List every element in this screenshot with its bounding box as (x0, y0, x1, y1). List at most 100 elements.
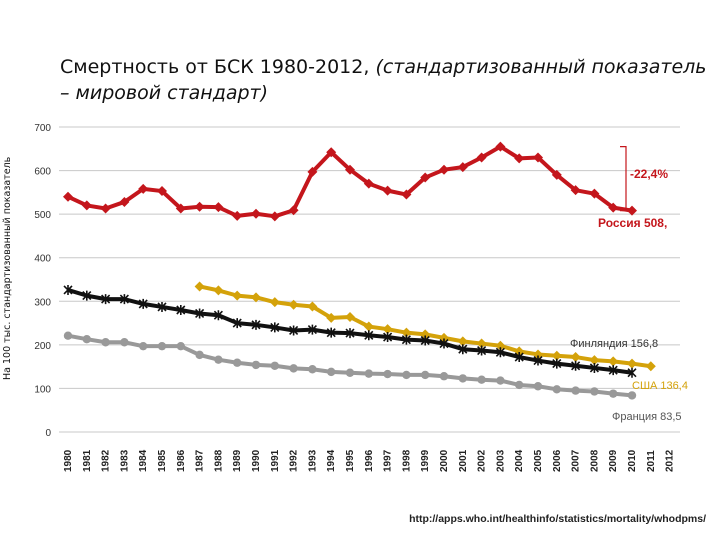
x-tick-label: 1981 (82, 449, 93, 472)
data-point (81, 200, 92, 211)
data-point (383, 369, 392, 379)
data-point (402, 370, 411, 380)
y-tick-label: 700 (34, 123, 51, 134)
data-point (269, 211, 280, 222)
data-point (119, 294, 129, 305)
x-tick-label: 1980 (63, 449, 74, 472)
data-point (213, 202, 224, 213)
x-tick-label: 2001 (458, 449, 469, 472)
x-tick-label: 2002 (477, 449, 488, 472)
data-point (420, 335, 430, 346)
data-point (326, 312, 337, 323)
series-line (67, 144, 633, 219)
data-point (157, 301, 167, 312)
data-point (515, 380, 524, 390)
series-1 (63, 141, 637, 222)
data-point (363, 321, 374, 332)
x-tick-label: 1994 (326, 449, 337, 472)
data-point (514, 352, 524, 363)
data-point (157, 186, 167, 197)
data-point (213, 310, 223, 321)
data-point (101, 338, 110, 347)
data-point (590, 387, 599, 396)
data-point (307, 166, 318, 177)
data-point (495, 347, 505, 358)
data-point (382, 185, 393, 196)
data-point (401, 334, 411, 345)
data-point (421, 370, 430, 380)
data-point (63, 331, 73, 340)
x-tick-label: 1988 (213, 449, 224, 472)
x-tick-label: 2008 (589, 449, 600, 472)
data-point (589, 188, 600, 199)
y-tick-label: 200 (34, 341, 51, 352)
x-tick-label: 1999 (420, 449, 431, 472)
data-point (439, 164, 449, 175)
data-point (233, 358, 242, 367)
x-tick-label: 1995 (345, 449, 356, 472)
x-tick-label: 2009 (608, 449, 619, 472)
data-point (589, 362, 599, 373)
x-tick-label: 1993 (307, 449, 318, 472)
data-point (551, 169, 562, 180)
data-point (495, 340, 506, 351)
data-point (251, 360, 261, 370)
data-point (213, 285, 224, 296)
y-tick-label: 500 (34, 210, 51, 221)
data-point (176, 341, 185, 351)
x-tick-label: 1991 (270, 449, 281, 472)
data-point (627, 367, 637, 378)
y-tick-label: 0 (45, 428, 51, 439)
data-point (609, 389, 618, 398)
data-point (533, 355, 543, 366)
data-point (495, 141, 506, 152)
data-point (383, 332, 393, 343)
x-tick-label: 1986 (176, 449, 187, 472)
data-point (551, 350, 562, 361)
annotation-label: Россия 508, (598, 216, 667, 230)
data-point (458, 374, 467, 383)
data-point (645, 361, 656, 372)
data-point (307, 301, 318, 312)
x-tick-label: 1992 (289, 449, 300, 472)
data-point (139, 341, 148, 351)
data-point (289, 364, 298, 373)
data-point (477, 375, 486, 384)
data-point (608, 202, 619, 213)
x-tick-label: 2003 (495, 449, 506, 472)
data-point (552, 358, 562, 369)
data-point (288, 299, 299, 310)
x-tick-label: 1984 (138, 449, 149, 472)
x-tick-label: 2004 (514, 449, 525, 472)
x-tick-label: 1987 (195, 449, 206, 472)
data-point (63, 191, 73, 202)
data-point (269, 297, 280, 308)
data-point (345, 368, 355, 377)
data-point (251, 319, 261, 330)
y-tick-label: 600 (34, 167, 51, 178)
data-point (552, 385, 561, 394)
data-point (608, 365, 618, 376)
data-point (82, 290, 92, 301)
data-point (458, 344, 468, 355)
data-point (439, 338, 449, 349)
x-tick-label: 2007 (571, 449, 582, 472)
annotation-label: Финляндия 156,8 (570, 338, 658, 350)
data-point (307, 324, 317, 335)
data-point (327, 367, 336, 377)
data-point (138, 298, 148, 309)
data-point (63, 284, 73, 295)
data-point (627, 391, 637, 400)
data-point (364, 369, 373, 378)
x-tick-label: 2010 (627, 449, 638, 472)
x-tick-label: 1982 (101, 449, 112, 472)
data-point (308, 365, 317, 374)
data-point (288, 205, 299, 216)
data-point (176, 305, 186, 315)
data-point (326, 327, 336, 338)
data-point (345, 311, 355, 322)
data-point (214, 355, 223, 364)
x-tick-label: 2011 (646, 450, 657, 472)
x-tick-label: 2006 (552, 449, 563, 472)
